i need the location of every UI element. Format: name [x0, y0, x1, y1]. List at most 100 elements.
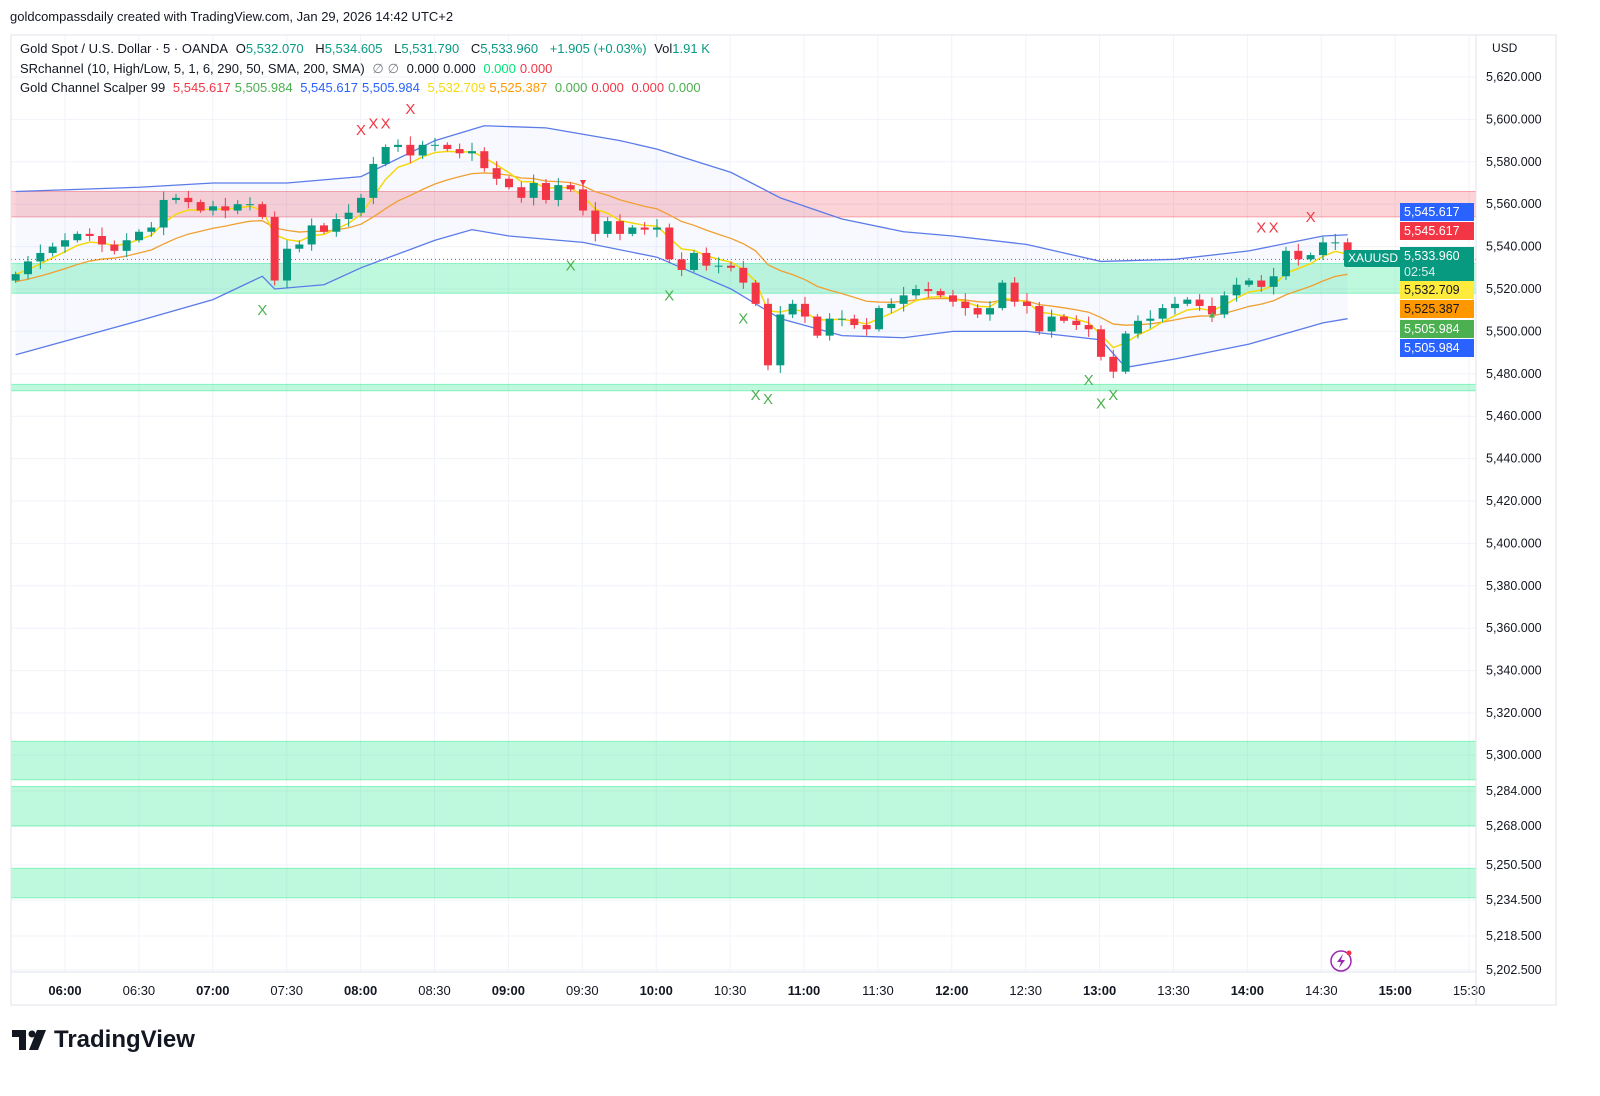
candle-body — [1133, 320, 1142, 334]
candle-body — [899, 295, 908, 304]
candle-body — [850, 318, 859, 326]
candle-body — [1121, 333, 1130, 372]
candle-body — [541, 183, 550, 200]
candle-body — [492, 168, 501, 179]
candle-body — [1010, 282, 1019, 302]
sell-triangle-marker — [579, 180, 586, 186]
price-tick-label: 5,600.000 — [1486, 112, 1542, 126]
candle-body — [924, 289, 933, 292]
zone — [10, 867, 1477, 899]
candle-body — [677, 259, 686, 270]
volume-value: 1.91 K — [672, 41, 710, 56]
candle-body — [245, 204, 254, 206]
time-tick-label: 06:30 — [123, 983, 156, 998]
candle-body — [874, 308, 883, 330]
lightning-icon[interactable] — [1330, 950, 1352, 972]
price-tag: 5,545.617 — [1400, 203, 1474, 221]
candle-body — [418, 144, 427, 156]
candle-body — [640, 227, 649, 230]
candle-body — [998, 282, 1007, 309]
tradingview-logo[interactable]: TradingView — [12, 1026, 195, 1054]
x-signal-marker: X — [381, 116, 391, 133]
open-value: 5,532.070 — [245, 41, 304, 56]
price-tag: 5,505.984 — [1400, 320, 1474, 338]
price-tag: 5,533.960 02:54 — [1400, 247, 1474, 281]
slow-ma-line — [15, 172, 1348, 326]
price-axis: 5,620.000 5,600.000 5,580.000 5,560.000 5,54… — [1486, 70, 1542, 977]
candle-body — [1158, 308, 1167, 319]
candle-body — [455, 149, 464, 154]
candle-body — [776, 314, 785, 366]
time-tick-label: 15:00 — [1379, 983, 1412, 998]
candle-body — [813, 316, 822, 336]
price-tick-label: 5,480.000 — [1486, 367, 1542, 381]
candle-body — [307, 225, 316, 245]
time-tick-label: 09:30 — [566, 983, 599, 998]
currency-label[interactable]: USD — [1492, 41, 1518, 55]
candle-body — [1318, 242, 1327, 256]
indicator-name[interactable]: Gold Channel Scalper 99 — [20, 80, 166, 95]
candle-body — [369, 163, 378, 198]
symbol-legend: Gold Spot / U.S. Dollar · 5 · OANDA O5,5… — [20, 41, 710, 56]
candle-body — [800, 303, 809, 317]
candle-body — [295, 244, 304, 249]
time-tick-label: 13:30 — [1157, 983, 1190, 998]
time-tick-label: 06:00 — [48, 983, 81, 998]
price-tick-label: 5,250.500 — [1486, 858, 1542, 872]
candle-body — [1306, 255, 1315, 260]
candle-body — [948, 295, 957, 302]
time-tick-label: 14:00 — [1231, 983, 1264, 998]
time-tick-label: 11:30 — [862, 983, 894, 998]
candle-body — [221, 206, 230, 211]
candle-body — [714, 265, 723, 267]
chart-frame — [10, 34, 1557, 1006]
indicator-name[interactable]: SRchannel (10, High/Low, 5, 1, 6, 290, 5… — [20, 60, 365, 76]
time-tick-label: 11:00 — [788, 983, 821, 998]
candle-body — [615, 221, 624, 234]
x-signal-marker: X — [405, 101, 415, 118]
candle-body — [381, 146, 390, 164]
candle-body — [159, 199, 168, 228]
x-signal-marker: X — [257, 302, 267, 319]
candle-body — [603, 221, 612, 234]
time-tick-label: 07:30 — [270, 983, 303, 998]
chart-legend: Gold Spot / U.S. Dollar · 5 · OANDA O5,5… — [20, 39, 718, 98]
candle-body — [48, 246, 57, 253]
candle-body — [837, 318, 846, 320]
time-tick-label: 15:30 — [1453, 983, 1486, 998]
attribution: goldcompassdaily created with TradingVie… — [10, 9, 454, 24]
candle-body — [1146, 318, 1155, 321]
candle-body — [184, 197, 193, 203]
bar-countdown: 02:54 — [1404, 265, 1436, 279]
candle-body — [467, 151, 476, 154]
candle-body — [11, 274, 20, 281]
candle-body — [356, 197, 365, 213]
candle-body — [122, 240, 131, 251]
price-tick-label: 5,560.000 — [1486, 197, 1542, 211]
candle-body — [258, 204, 267, 217]
price-tick-label: 5,284.000 — [1486, 784, 1542, 798]
x-signal-marker: X — [763, 391, 773, 408]
candle-body — [985, 308, 994, 315]
x-signal-marker: X — [368, 116, 378, 133]
candle-body — [961, 301, 970, 309]
candle-body — [566, 185, 575, 190]
candle-body — [652, 227, 661, 230]
time-tick-label: 12:00 — [935, 983, 968, 998]
price-tag: 5,505.984 — [1400, 339, 1474, 357]
symbol-tag: XAUUSD — [1344, 250, 1403, 267]
x-signal-marker: X — [738, 311, 748, 328]
candles — [11, 136, 1352, 378]
candle-body — [1109, 356, 1118, 372]
candle-body — [208, 206, 217, 211]
candle-body — [591, 210, 600, 234]
candle-body — [344, 212, 353, 220]
price-tick-label: 5,320.000 — [1486, 706, 1542, 720]
symbol-name[interactable]: Gold Spot / U.S. Dollar · 5 · OANDA — [20, 41, 229, 56]
channel-bands — [15, 125, 1348, 369]
candle-body — [147, 227, 156, 232]
price-tick-label: 5,520.000 — [1486, 282, 1542, 296]
candle-body — [665, 227, 674, 260]
time-tick-label: 12:30 — [1009, 983, 1042, 998]
